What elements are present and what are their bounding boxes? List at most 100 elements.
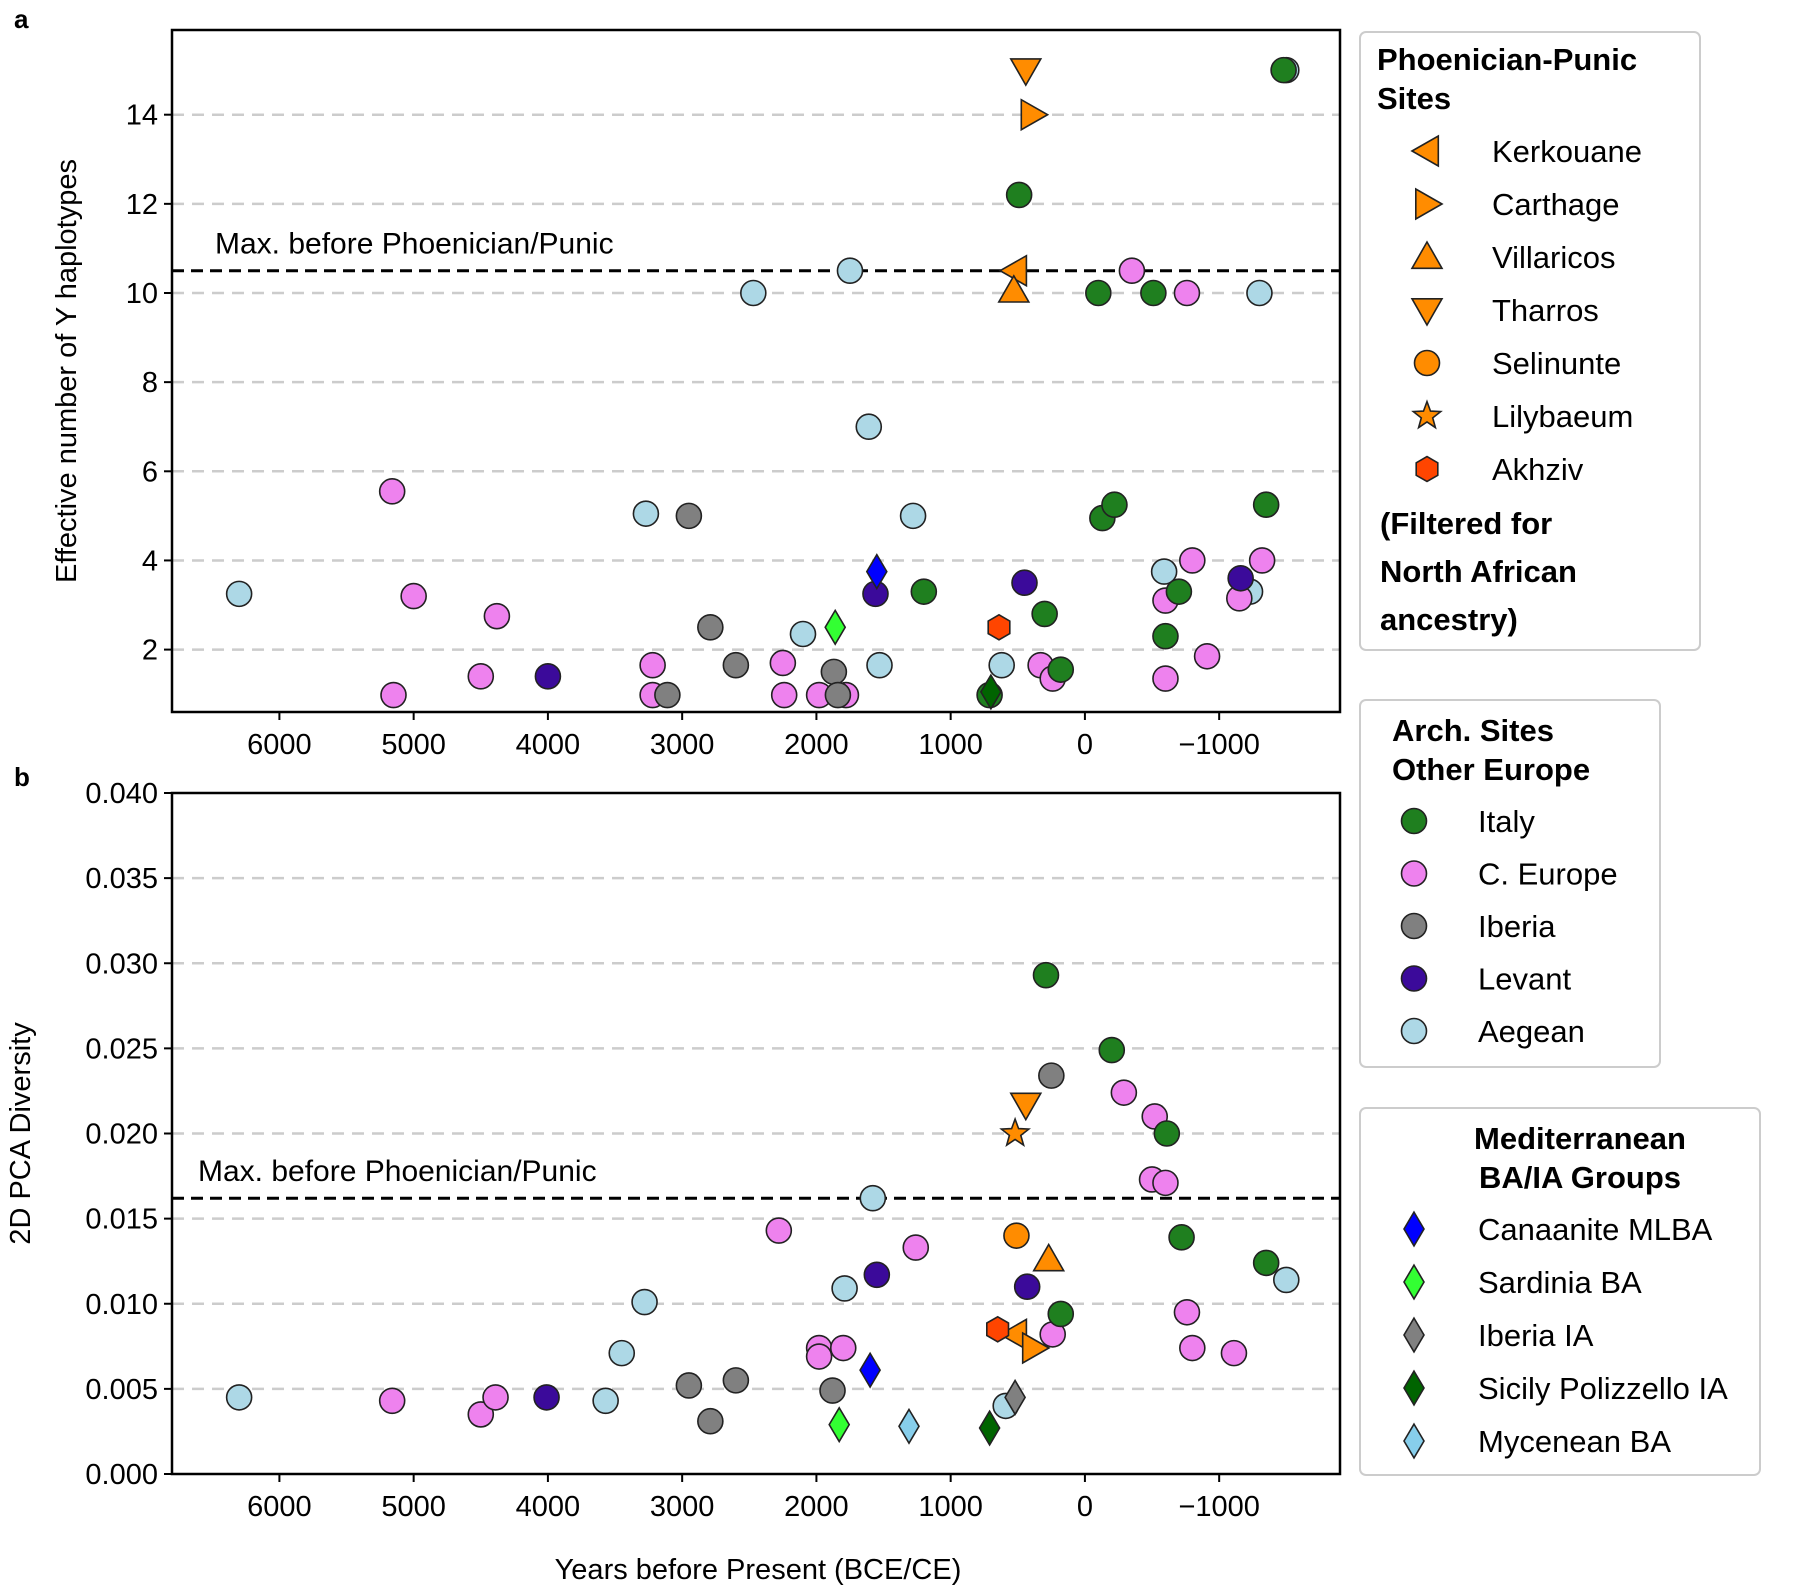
legend-item-iberiaIA: Iberia IA	[1403, 1316, 1594, 1354]
data-point-carthage	[1020, 98, 1050, 132]
y-axis-label: Effective number of Y haplotypes	[51, 159, 83, 583]
data-point-italy	[1101, 491, 1128, 519]
x-tick-label: 0	[1077, 729, 1093, 761]
legend-label-ceurope: C. Europe	[1478, 857, 1618, 892]
legend-label-selinunte: Selinunte	[1492, 346, 1621, 381]
legend-label-lilybaeum: Lilybaeum	[1492, 399, 1633, 434]
y-tick-label: 0.000	[85, 1459, 158, 1491]
data-point-akhziv	[985, 1315, 1010, 1343]
x-tick-label: 4000	[516, 1491, 581, 1523]
data-point-ceurope	[1179, 547, 1206, 574]
data-point-ceurope	[902, 1234, 930, 1261]
y-tick-label: 8	[142, 367, 158, 399]
legend-marker-selinunte	[1413, 349, 1441, 377]
data-point-italy	[1031, 600, 1058, 628]
data-point-canaanite	[865, 553, 888, 591]
data-point-aegean	[836, 257, 864, 285]
data-point-italy	[1085, 279, 1112, 307]
y-tick-label: 0.005	[85, 1374, 158, 1406]
data-point-ceurope	[400, 582, 427, 610]
data-point-aegean	[1272, 1266, 1300, 1294]
data-point-italy	[1047, 656, 1075, 683]
data-point-lilybaeum	[999, 1116, 1031, 1147]
legend-europe-title-2: Other Europe	[1392, 752, 1590, 787]
legend-label-tharros: Tharros	[1492, 293, 1599, 328]
legend-marker-mycenean	[1403, 1422, 1425, 1460]
legend-mediterranean-title-2: BA/IA Groups	[1479, 1160, 1681, 1195]
legend-marker-italy	[1400, 807, 1428, 835]
data-point-aegean	[866, 651, 893, 679]
legend-label-canaanite: Canaanite MLBA	[1478, 1212, 1713, 1247]
y-tick-label: 10	[126, 278, 158, 310]
data-point-sicily	[978, 1409, 1001, 1447]
data-point-mycenean	[898, 1407, 920, 1445]
data-point-sardinia	[828, 1406, 851, 1444]
x-tick-label: −1000	[1178, 1491, 1259, 1523]
data-point-ceurope	[378, 1387, 406, 1415]
data-point-italy	[1152, 622, 1179, 650]
data-point-ceurope	[1248, 547, 1276, 574]
data-point-ceurope	[1173, 279, 1201, 307]
x-tick-label: 3000	[650, 729, 715, 761]
data-point-sardinia	[824, 608, 847, 646]
legend-label-aegean: Aegean	[1478, 1014, 1585, 1049]
legend-mediterranean-title-1: Mediterranean	[1474, 1121, 1686, 1156]
y-tick-label: 4	[142, 545, 158, 577]
data-point-ceurope	[1220, 1339, 1248, 1367]
legend-item-italy: Italy	[1400, 804, 1535, 839]
legend-item-mycenean: Mycenean BA	[1403, 1422, 1671, 1460]
legend-phoenician-items: Kerkouane Carthage Villaricos Tharros Selinu…	[1410, 134, 1642, 487]
data-point-ceurope	[467, 1401, 495, 1428]
data-point-villaricos	[997, 274, 1031, 303]
legend-item-iberia: Iberia	[1400, 909, 1556, 944]
data-point-iberia	[722, 651, 750, 679]
x-tick-label: 6000	[247, 1491, 312, 1523]
data-point-aegean	[740, 279, 767, 307]
y-tick-label: 6	[142, 456, 158, 488]
data-point-italy	[1098, 1036, 1126, 1064]
legend-label-carthage: Carthage	[1492, 187, 1620, 222]
data-point-iberia	[820, 658, 848, 686]
legend-marker-tharros	[1410, 297, 1444, 327]
legend-label-iberiaIA: Iberia IA	[1478, 1318, 1594, 1353]
legend-marker-canaanite	[1403, 1210, 1425, 1248]
legend-item-ceurope: C. Europe	[1400, 857, 1618, 892]
x-tick-label: 0	[1077, 1491, 1093, 1523]
panel-label-b: b	[14, 762, 30, 792]
legend-label-levant: Levant	[1478, 962, 1571, 997]
y-tick-label: 2	[142, 635, 158, 667]
data-point-aegean	[899, 502, 927, 530]
data-point-iberia	[824, 681, 852, 709]
data-point-iberia	[697, 614, 724, 641]
data-point-levant	[1227, 564, 1254, 592]
legend-mediterranean-items: Canaanite MLBA Sardinia BA Iberia IA Sicily…	[1403, 1210, 1728, 1460]
legend-marker-sardinia	[1403, 1263, 1425, 1301]
data-point-ceurope	[467, 663, 495, 690]
x-tick-label: 5000	[381, 729, 446, 761]
data-point-aegean	[859, 1184, 887, 1212]
x-tick-label: 1000	[918, 729, 983, 761]
data-point-iberia	[697, 1407, 724, 1435]
legend-item-canaanite: Canaanite MLBA	[1403, 1210, 1713, 1248]
data-point-ceurope	[1173, 1298, 1201, 1326]
legend-label-sicily: Sicily Polizzello IA	[1478, 1371, 1728, 1406]
data-point-ceurope	[770, 681, 798, 709]
x-tick-label: −1000	[1178, 729, 1259, 761]
data-point-aegean	[631, 1288, 658, 1316]
data-point-ceurope	[805, 1343, 833, 1370]
data-point-ceurope	[639, 651, 666, 679]
legend-marker-villaricos	[1410, 240, 1444, 270]
data-point-iberia	[1038, 1062, 1065, 1089]
data-point-ceurope	[1193, 642, 1221, 670]
data-point-tharros	[1009, 1092, 1043, 1122]
y-tick-label: 12	[126, 189, 158, 221]
data-point-villaricos	[1032, 1242, 1066, 1272]
data-point-iberia	[654, 681, 681, 709]
legend-label-italy: Italy	[1478, 804, 1535, 839]
data-point-italy	[1165, 578, 1193, 605]
y-tick-label: 0.025	[85, 1033, 158, 1065]
legend-item-kerkouane: Kerkouane	[1410, 134, 1642, 169]
data-point-aegean	[1246, 279, 1273, 307]
